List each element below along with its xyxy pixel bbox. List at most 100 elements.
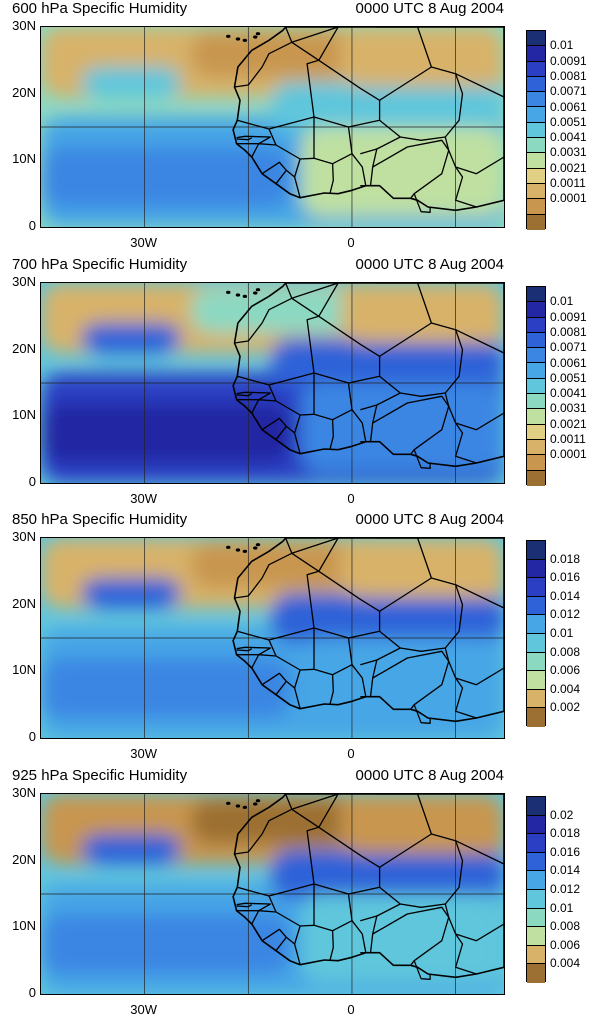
island (235, 293, 241, 297)
colorbar-swatch (527, 287, 545, 303)
colorbar-swatch (527, 945, 545, 965)
colorbar (526, 30, 546, 230)
lat-tick-label: 30N (12, 274, 36, 289)
island (226, 545, 231, 549)
colorbar-label: 0.012 (550, 607, 581, 622)
humidity-contour (341, 27, 504, 87)
panel-time: 0000 UTC 8 Aug 2004 (355, 767, 504, 784)
colorbar-label: 0.0061 (550, 355, 587, 370)
humidity-contour (191, 799, 351, 844)
lat-tick-label: 0 (28, 474, 36, 489)
humidity-map (40, 26, 505, 228)
humidity-contour (301, 383, 504, 473)
humidity-map (40, 793, 505, 995)
humidity-contour (341, 794, 504, 854)
humidity-contour (341, 538, 504, 598)
country-border (351, 664, 367, 697)
colorbar-swatch (527, 596, 545, 616)
country-border (376, 903, 401, 917)
lat-tick-label: 30N (12, 529, 36, 544)
island (253, 291, 258, 295)
lon-tick-label: 30W (130, 235, 158, 250)
panel-title: 700 hPa Specific Humidity (12, 256, 188, 273)
lat-tick-label: 20N (12, 595, 36, 611)
colorbar-swatch (527, 633, 545, 653)
colorbar-label: 0.004 (550, 681, 581, 696)
island (255, 288, 261, 292)
colorbar-label: 0.006 (550, 663, 581, 678)
colorbar-label: 0.0061 (550, 99, 587, 114)
country-border (291, 283, 339, 299)
country-border (261, 161, 287, 175)
island (255, 799, 261, 803)
colorbar-label: 0.0041 (550, 130, 587, 145)
country-border (455, 329, 504, 354)
panel-title: 600 hPa Specific Humidity (12, 0, 188, 17)
colorbar-swatch (527, 183, 545, 200)
colorbar-swatch (527, 153, 545, 169)
colorbar-label: 0.0071 (550, 84, 587, 99)
lat-tick-label: 20N (12, 851, 36, 867)
colorbar-swatch (527, 363, 545, 379)
colorbar-swatch (527, 871, 545, 890)
country-border (268, 384, 277, 402)
country-border (454, 422, 477, 464)
lon-tick-label: 0 (347, 491, 355, 506)
country-border (448, 150, 504, 175)
colorbar-swatch (527, 541, 545, 560)
colorbar-swatch (527, 199, 545, 215)
colorbar-label: 0.0091 (550, 309, 587, 324)
colorbar-swatch (527, 927, 545, 946)
country-border (261, 672, 287, 686)
humidity-contour (191, 543, 351, 588)
humidity-contour (81, 67, 181, 97)
colorbar-label: 0.0071 (550, 340, 587, 355)
colorbar-label: 0.004 (550, 956, 581, 971)
colorbar-label: 0.014 (550, 588, 581, 603)
country-border (236, 646, 272, 656)
country-border (293, 413, 315, 454)
colorbar-label: 0.012 (550, 882, 581, 896)
colorbar-swatch (527, 409, 545, 425)
colorbar-swatch (527, 61, 545, 77)
country-border (251, 654, 301, 671)
lat-tick-label: 20N (12, 340, 36, 356)
country-border (236, 135, 272, 145)
island (226, 290, 231, 294)
colorbar-swatch (527, 615, 545, 634)
country-border (351, 153, 367, 186)
colorbar-swatch (527, 964, 545, 983)
colorbar-label: 0.018 (550, 826, 581, 841)
map-panel: 600 hPa Specific Humidity 0000 UTC 8 Aug … (0, 0, 600, 255)
country-border (376, 392, 401, 406)
colorbar-swatch (527, 378, 545, 395)
country-border (454, 166, 477, 208)
country-border (455, 840, 504, 865)
panel-title: 925 hPa Specific Humidity (12, 767, 188, 784)
colorbar-label: 0.0001 (550, 191, 587, 206)
country-border (379, 375, 446, 397)
country-border (360, 148, 378, 186)
colorbar-swatch (527, 797, 545, 816)
island (242, 38, 248, 42)
country-border (236, 648, 253, 652)
map-panel: 925 hPa Specific Humidity 0000 UTC 8 Aug … (0, 767, 600, 1022)
country-border (455, 584, 504, 609)
country-border (431, 66, 464, 151)
humidity-contour (301, 127, 504, 217)
country-border (236, 902, 272, 912)
colorbar-swatch (527, 578, 545, 597)
colorbar-label: 0.0051 (550, 370, 587, 385)
colorbar-label: 0.006 (550, 937, 581, 952)
country-border (236, 393, 253, 397)
colorbar-label: 0.01 (550, 38, 574, 53)
island (255, 543, 261, 547)
lat-tick-label: 10N (12, 662, 36, 678)
country-border (251, 910, 301, 927)
humidity-contour (191, 32, 351, 77)
country-border (251, 399, 301, 416)
colorbar-label: 0.0011 (550, 432, 586, 447)
colorbar-swatch (527, 424, 545, 440)
colorbar-swatch (527, 708, 545, 727)
country-border (329, 930, 334, 961)
